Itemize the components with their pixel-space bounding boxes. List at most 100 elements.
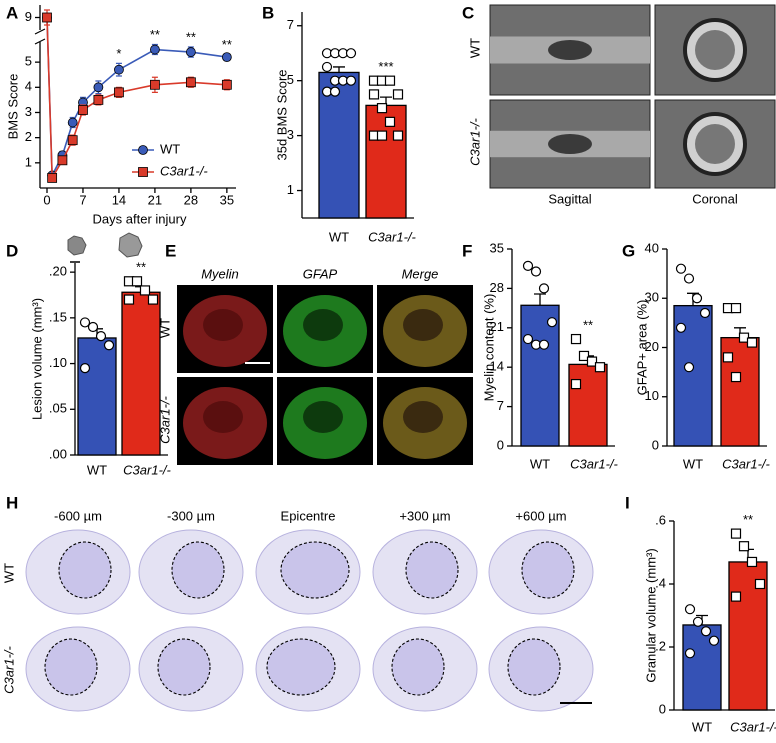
- x-tick-label: 21: [148, 192, 162, 207]
- section-core: [303, 401, 343, 433]
- y-axis-label: 35d BMS Score: [274, 69, 289, 160]
- data-point: [131, 276, 143, 287]
- error-bar: [534, 293, 546, 306]
- panel-label: E: [165, 241, 176, 260]
- data-point: [139, 285, 151, 296]
- y-tick-label: .20: [49, 264, 67, 279]
- x-tick-label: C3ar1-/-: [730, 719, 776, 734]
- y-tick-label: .4: [655, 575, 666, 590]
- column-label: -600 µm: [54, 508, 102, 523]
- bar: [520, 304, 560, 447]
- granular-region: [521, 541, 575, 599]
- column-label: Sagittal: [548, 191, 591, 206]
- data-point: [570, 333, 582, 345]
- series-line: [46, 17, 227, 176]
- data-point: [123, 294, 135, 305]
- y-tick-label: 40: [645, 240, 659, 255]
- row-label: C3ar1-/-: [157, 395, 172, 443]
- row-label: WT: [157, 318, 172, 338]
- significance: **: [222, 37, 232, 52]
- significance: **: [743, 512, 753, 527]
- data-point: [675, 263, 687, 274]
- column-label: +600 µm: [515, 508, 566, 523]
- data-point: [114, 87, 124, 98]
- y-tick-label: .00: [49, 446, 67, 461]
- data-point: [675, 322, 687, 333]
- column-label: GFAP: [303, 266, 338, 281]
- y-tick-label: 3: [287, 127, 294, 142]
- x-tick-label: WT: [329, 229, 349, 244]
- data-point: [746, 556, 758, 568]
- y-tick-label: 5: [287, 72, 294, 87]
- x-tick-label: WT: [692, 719, 712, 734]
- granular-region: [405, 541, 459, 599]
- y-tick-label: 7: [287, 17, 294, 32]
- data-point: [392, 89, 404, 100]
- panel-label: A: [6, 3, 18, 22]
- y-tick-label: 35: [490, 240, 504, 255]
- data-point: [538, 283, 550, 294]
- y-tick-label: 20: [645, 339, 659, 354]
- data-point: [368, 89, 380, 100]
- y-tick-label: 3: [25, 104, 32, 119]
- cord-core: [695, 30, 735, 70]
- row-label: WT: [467, 38, 482, 58]
- y-tick-label: 5: [25, 54, 32, 69]
- y-tick-label: 14: [490, 359, 504, 374]
- data-point: [114, 64, 124, 75]
- data-point: [722, 352, 734, 363]
- lesion-icons: [67, 232, 143, 263]
- data-point: [730, 371, 742, 383]
- y-tick-label: 4: [25, 79, 32, 94]
- panel-label: F: [462, 241, 472, 260]
- data-point: [67, 117, 78, 128]
- data-point: [683, 273, 695, 284]
- granular-region: [280, 541, 350, 599]
- y-tick-label: 1: [287, 182, 294, 197]
- panel-label: B: [262, 3, 274, 22]
- data-point: [692, 616, 704, 627]
- column-label: Coronal: [692, 191, 738, 206]
- data-point: [185, 47, 196, 57]
- data-point: [103, 340, 115, 351]
- data-point: [746, 337, 758, 348]
- bar: [77, 337, 117, 456]
- significance: **: [583, 317, 593, 332]
- data-point: [730, 591, 742, 602]
- significance: ***: [378, 59, 393, 74]
- panel-label: H: [6, 493, 18, 512]
- lesion: [548, 40, 592, 60]
- x-tick-label: 35: [220, 192, 234, 207]
- y-tick-label: 7: [497, 398, 504, 413]
- y-tick-label: .15: [49, 309, 67, 324]
- column-label: Myelin: [201, 266, 239, 281]
- panel-label: D: [6, 241, 18, 260]
- data-point: [578, 350, 590, 362]
- data-point: [530, 266, 542, 277]
- section-core: [303, 309, 343, 341]
- legend-label: WT: [160, 141, 180, 156]
- data-point: [185, 77, 196, 88]
- data-point: [221, 52, 232, 63]
- significance: **: [150, 27, 160, 42]
- data-point: [594, 362, 606, 373]
- significance: **: [136, 260, 146, 275]
- cord-core: [695, 124, 735, 164]
- data-point: [78, 105, 88, 115]
- data-point: [522, 260, 534, 271]
- y-tick-label: 28: [490, 280, 504, 295]
- section-core: [203, 309, 243, 341]
- y-axis-label: Myelin content (%): [481, 294, 496, 402]
- data-point: [67, 135, 78, 146]
- data-point: [376, 130, 388, 141]
- x-tick-label: WT: [530, 456, 550, 471]
- column-label: +300 µm: [399, 508, 450, 523]
- row-label: C3ar1-/-: [467, 117, 482, 165]
- y-tick-label: .05: [49, 401, 67, 416]
- x-tick-label: 7: [79, 192, 86, 207]
- legend-marker: [138, 167, 148, 177]
- x-tick-label: C3ar1-/-: [570, 456, 618, 471]
- y-tick-label: 0: [659, 701, 666, 716]
- row-label: WT: [1, 563, 16, 583]
